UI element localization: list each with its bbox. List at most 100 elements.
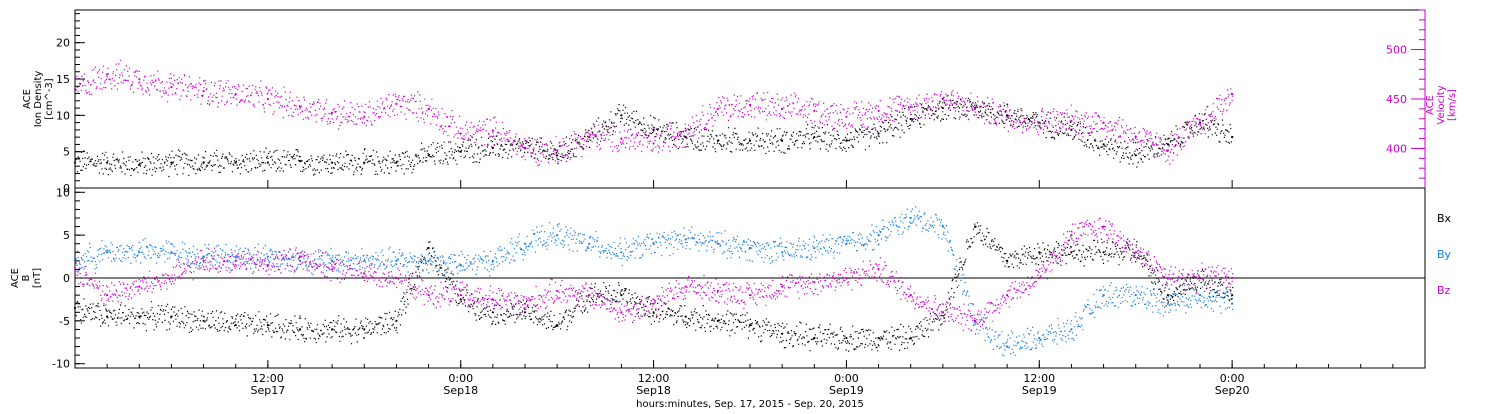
b-by-point xyxy=(427,259,430,262)
ion-density-point xyxy=(395,161,398,164)
density-axis-title-line: Ion Density xyxy=(33,71,44,128)
velocity-point xyxy=(491,129,494,132)
b-bz-point xyxy=(941,311,945,314)
b-bz-point xyxy=(877,268,880,271)
b-bz-point xyxy=(1102,225,1105,228)
b-bz-point xyxy=(556,289,559,292)
velocity-point xyxy=(266,97,269,101)
density-tick-label: 0 xyxy=(63,182,70,195)
b-by-point xyxy=(523,242,527,245)
ion-density-point xyxy=(1102,143,1105,146)
b-bz-point xyxy=(748,294,752,297)
velocity-point xyxy=(234,93,237,96)
density-tick-label: 5 xyxy=(63,146,70,159)
b-bz-point xyxy=(684,285,687,288)
velocity-point xyxy=(395,102,398,105)
b-bz-point xyxy=(1198,276,1202,280)
b-bz-point xyxy=(1038,276,1041,280)
velocity-point xyxy=(556,149,559,152)
b-bz-point xyxy=(106,294,109,297)
b-bx-point xyxy=(748,324,752,327)
b-axis-title-line: [nT] xyxy=(32,268,43,288)
b-bx-point xyxy=(73,306,77,310)
ion-density-point xyxy=(620,114,623,117)
b-by-series xyxy=(73,206,1234,357)
b-bx-point xyxy=(877,336,880,340)
b-by-point xyxy=(363,259,366,262)
velocity-point xyxy=(1134,135,1137,138)
b-bz-point xyxy=(1070,234,1073,237)
b-by-point xyxy=(1006,345,1009,348)
velocity-point xyxy=(1166,149,1169,152)
x-tick-date-label: Sep19 xyxy=(829,384,864,397)
b-by-point xyxy=(813,246,816,250)
b-bz-point xyxy=(973,319,977,322)
velocity-axis-title-line: [km/s] xyxy=(1447,89,1458,121)
ion-density-point xyxy=(813,136,816,139)
b-bz-point xyxy=(909,294,912,297)
b-bz-noise xyxy=(75,217,1234,335)
density-tick-label: 10 xyxy=(56,109,70,122)
b-by-point xyxy=(845,242,848,245)
b-tick-label: 10 xyxy=(56,186,70,199)
ion-density-point xyxy=(877,132,880,135)
b-bz-point xyxy=(138,285,141,288)
b-by-point xyxy=(106,251,109,254)
b-by-point xyxy=(1134,294,1137,297)
b-by-point xyxy=(1198,294,1202,297)
b-by-noise xyxy=(75,206,1234,357)
b-bz-point xyxy=(588,294,591,297)
velocity-series xyxy=(73,59,1234,167)
b-bz-point xyxy=(298,255,302,258)
velocity-point xyxy=(459,132,462,135)
b-by-point xyxy=(684,238,687,241)
b-bx-point xyxy=(138,315,141,318)
x-tick-time-label: 0:00 xyxy=(1220,372,1245,385)
velocity-point xyxy=(781,107,784,110)
x-tick-date-label: Sep19 xyxy=(1022,384,1057,397)
b-bx-point xyxy=(1102,251,1105,254)
b-bx-point xyxy=(1038,251,1041,254)
ion-density-point xyxy=(331,161,334,164)
b-axis-title-line: ACE xyxy=(10,268,21,288)
x-tick-date-label: Sep18 xyxy=(636,384,671,397)
b-bz-point xyxy=(1006,294,1009,297)
b-bx-point xyxy=(170,315,173,318)
velocity-point xyxy=(1006,115,1009,118)
b-bx-point xyxy=(781,332,784,335)
x-tick-time-label: 0:00 xyxy=(834,372,859,385)
b-bx-point xyxy=(363,328,366,331)
ion-density-point xyxy=(202,161,205,164)
ion-density-point xyxy=(234,161,237,164)
b-by-point xyxy=(588,242,591,245)
ion-density-point xyxy=(716,139,720,142)
b-bx-point xyxy=(845,336,848,340)
velocity-point xyxy=(1231,93,1234,96)
ion-density-point xyxy=(1070,128,1073,131)
density-axis-title: ACE Ion Density [cm^-3] xyxy=(22,71,55,128)
b-by-point xyxy=(1166,302,1169,305)
density-axis-title-line: [cm^-3] xyxy=(44,78,55,119)
b-bz-point xyxy=(459,294,462,297)
velocity-point xyxy=(73,88,77,91)
b-bx-point xyxy=(652,311,655,314)
b-bx-noise xyxy=(75,222,1234,352)
velocity-axis-title: ACE Velocity [km/s] xyxy=(1425,85,1458,124)
b-by-point xyxy=(234,255,237,258)
ion-density-point xyxy=(845,139,848,142)
x-tick-time-label: 12:00 xyxy=(1023,372,1055,385)
b-bx-point xyxy=(684,315,687,318)
b-bx-point xyxy=(298,328,302,331)
velocity-point xyxy=(363,115,366,118)
legend-bx: Bx xyxy=(1437,212,1452,225)
velocity-point xyxy=(1198,122,1202,125)
b-bz-point xyxy=(170,276,173,280)
ion-density-point xyxy=(298,160,302,163)
ion-density-point xyxy=(748,139,752,142)
b-bx-point xyxy=(427,246,430,250)
velocity-point xyxy=(973,107,977,110)
ion-density-point xyxy=(1134,154,1137,157)
b-bx-point xyxy=(556,324,559,327)
